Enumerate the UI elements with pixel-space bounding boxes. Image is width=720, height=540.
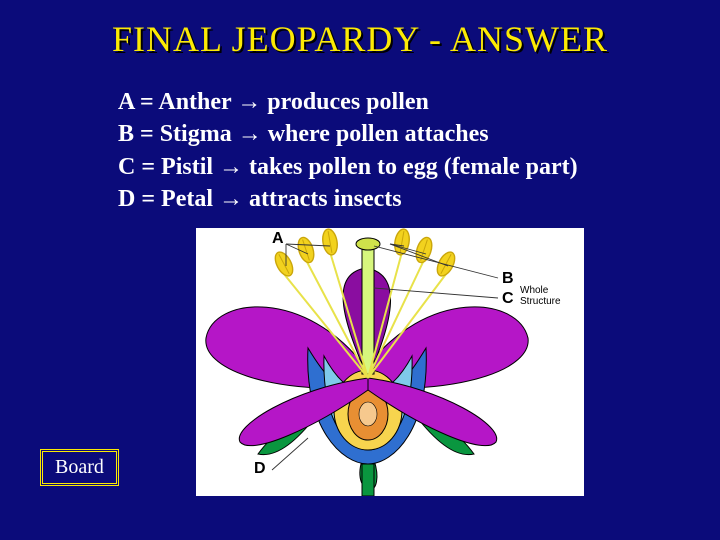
answer-line-b: B = Stigma → where pollen attaches: [118, 118, 578, 150]
arrow-icon: →: [219, 153, 243, 180]
arrow-icon: →: [237, 88, 261, 115]
flower-svg: [196, 228, 584, 496]
answer-line-d: D = Petal → attracts insects: [118, 183, 578, 215]
diagram-label-b: B: [502, 270, 514, 288]
arrow-icon: →: [238, 120, 262, 147]
diagram-label-a: A: [272, 230, 284, 248]
answer-list: A = Anther → produces pollen B = Stigma …: [118, 86, 578, 216]
flower-diagram: A B C WholeStructure D: [196, 228, 584, 496]
answer-line-c: C = Pistil → takes pollen to egg (female…: [118, 151, 578, 183]
answer-line-a: A = Anther → produces pollen: [118, 86, 578, 118]
diagram-label-d: D: [254, 460, 266, 478]
arrow-icon: →: [219, 185, 243, 212]
diagram-label-c-sub: WholeStructure: [520, 286, 561, 307]
page-title: FINAL JEOPARDY - ANSWER: [0, 18, 720, 60]
diagram-label-c: C: [502, 290, 514, 308]
board-button[interactable]: Board: [40, 449, 119, 486]
